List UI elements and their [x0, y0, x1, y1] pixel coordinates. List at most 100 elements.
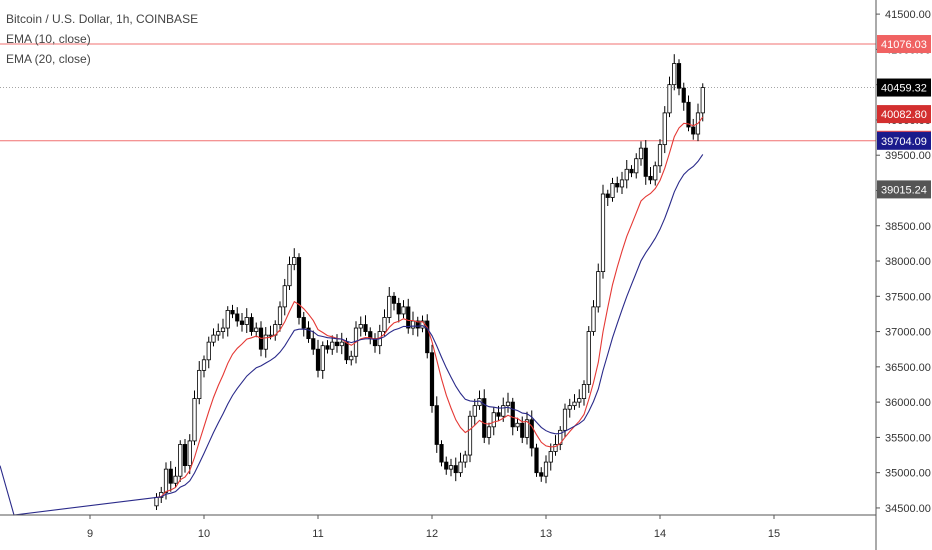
candle-body	[577, 398, 582, 403]
candle-body	[339, 341, 344, 347]
candle-body	[629, 168, 634, 174]
candle-body	[282, 285, 287, 308]
candle-body	[425, 320, 430, 354]
candle	[220, 318, 226, 339]
candle-body	[406, 306, 411, 329]
candle-body	[239, 320, 245, 325]
candle	[700, 83, 705, 122]
candle	[463, 450, 468, 468]
candle-body	[515, 422, 520, 428]
candle	[201, 355, 207, 378]
candle-body	[534, 447, 539, 474]
candle	[681, 82, 686, 111]
candle-body	[672, 63, 677, 86]
x-axis-ticks: 9 10 11 12 13 14 15	[87, 515, 780, 540]
candle	[482, 389, 487, 444]
x-tick-label: 10	[198, 528, 210, 540]
candle	[529, 410, 534, 457]
candle-body	[467, 415, 473, 456]
candle-body	[605, 193, 610, 198]
y-tick-label: 39500.00	[885, 150, 931, 162]
candle	[567, 398, 572, 418]
price-tag-label: 39015.24	[881, 184, 927, 196]
candle-body	[572, 401, 577, 407]
candles	[154, 54, 705, 511]
candle-body	[686, 101, 691, 128]
candle-body	[700, 87, 705, 114]
candle-body	[363, 324, 368, 332]
candle-body	[201, 359, 207, 371]
candle	[372, 333, 378, 353]
candle	[662, 106, 667, 154]
candle	[676, 59, 682, 96]
candle	[515, 417, 520, 432]
candle-body	[168, 468, 173, 484]
price-tag-bg	[877, 78, 931, 97]
candle-body	[619, 179, 625, 188]
candle-body	[496, 412, 501, 417]
candle-body	[415, 320, 420, 329]
candle-body	[615, 183, 620, 188]
price-tag-bg	[877, 35, 931, 54]
candle	[287, 256, 292, 290]
candle-body	[581, 384, 587, 399]
candle	[244, 308, 249, 333]
candle	[672, 54, 677, 91]
y-tick-label: 37000.00	[885, 327, 931, 339]
candle-body	[491, 412, 496, 428]
candle-body	[676, 63, 682, 89]
candle	[254, 322, 259, 338]
candle-body	[230, 310, 235, 315]
candle-body	[586, 331, 591, 385]
candle	[168, 461, 173, 492]
candle-body	[277, 306, 283, 325]
candle	[458, 452, 463, 477]
candle-body	[163, 468, 169, 493]
candle	[491, 407, 496, 436]
candle	[363, 315, 368, 336]
candle	[629, 165, 634, 178]
candle	[686, 95, 691, 132]
candle	[377, 324, 382, 355]
candle-body	[520, 422, 525, 438]
price-tag: 40459.32	[877, 78, 931, 97]
candle	[334, 334, 340, 353]
candle	[439, 440, 444, 467]
price-tag-label: 40082.80	[881, 109, 927, 121]
y-tick-label: 36500.00	[885, 362, 931, 374]
candle-body	[543, 461, 549, 477]
candle	[230, 304, 235, 319]
candle-body	[244, 317, 249, 325]
candle	[596, 263, 601, 313]
candle-body	[681, 87, 686, 103]
candle	[425, 314, 430, 359]
price-tags: 41076.0340459.3240082.8039718.7839704.09…	[877, 35, 931, 199]
candle-body	[197, 369, 202, 399]
horizontal-lines[interactable]	[0, 43, 876, 142]
candle	[197, 361, 202, 405]
candle-body	[292, 257, 297, 265]
candle-body	[567, 405, 572, 410]
candle	[311, 330, 316, 355]
legend-ema10[interactable]: EMA (10, close)	[6, 32, 91, 46]
price-tag-bg	[877, 180, 931, 199]
price-tag-bg	[877, 105, 931, 124]
candle	[410, 311, 416, 336]
candle-body	[643, 147, 648, 177]
price-tag: 39704.09	[877, 131, 931, 150]
x-tick-label: 15	[768, 528, 780, 540]
candle	[581, 380, 587, 406]
candle	[548, 443, 553, 471]
candle	[325, 340, 330, 354]
candle	[453, 457, 458, 482]
candle	[187, 434, 192, 475]
candle	[296, 253, 302, 325]
candle	[605, 189, 610, 206]
candle-body	[486, 426, 492, 438]
candle	[667, 76, 672, 118]
candle-body	[662, 112, 667, 146]
candle-body	[501, 405, 506, 417]
legend-ema20[interactable]: EMA (20, close)	[6, 52, 91, 66]
candle	[534, 443, 539, 477]
